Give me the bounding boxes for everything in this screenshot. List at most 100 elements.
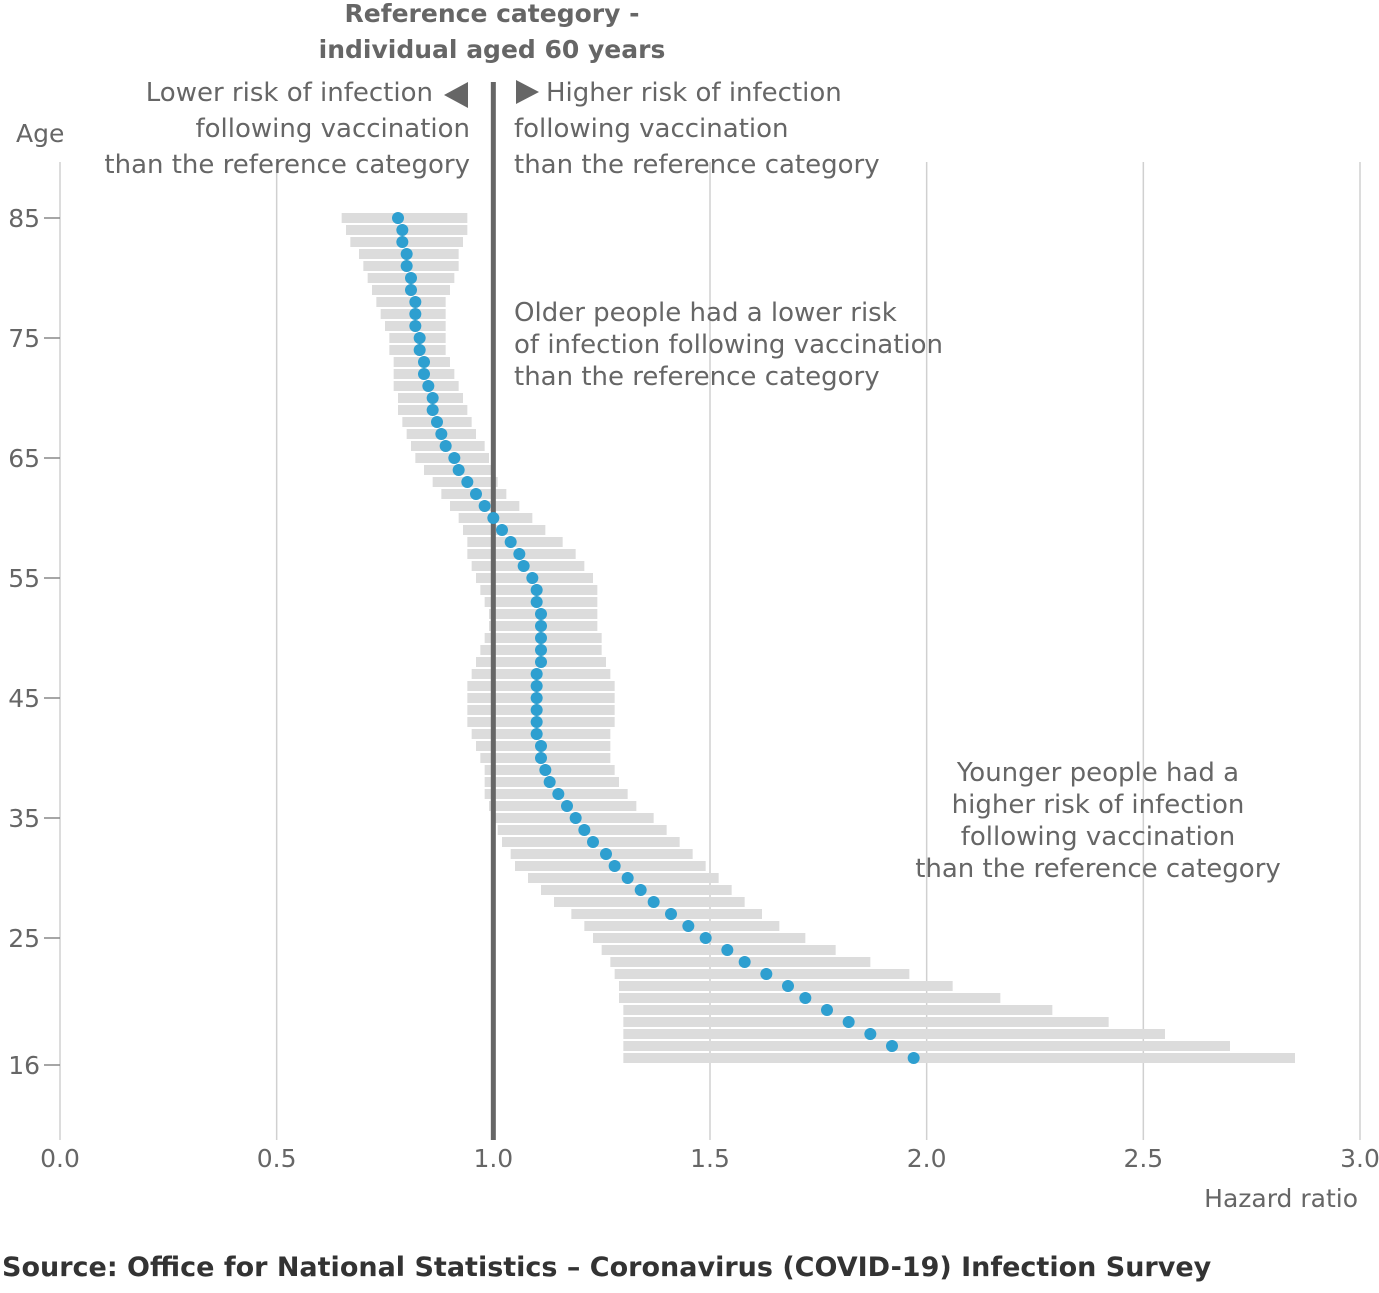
point-age-18 [842, 1016, 855, 1028]
reference-title-line2: individual aged 60 years [319, 35, 666, 64]
point-age-77 [409, 308, 422, 320]
lower-risk-label-line: Lower risk of infection [146, 78, 433, 108]
point-age-69 [426, 404, 439, 416]
x-tick-label: 2.5 [1123, 1144, 1163, 1173]
y-tick-label: 25 [8, 924, 40, 953]
point-age-74 [413, 344, 426, 356]
ci-bar-age-18 [623, 1017, 1109, 1027]
y-tick-label: 16 [8, 1051, 40, 1080]
ci-bar-age-15 [623, 1053, 1295, 1063]
older-annotation-line: of infection following vaccination [514, 330, 943, 360]
x-tick-label: 3.0 [1340, 1144, 1379, 1173]
y-tick-label: 45 [8, 684, 40, 713]
y-tick-label: 65 [8, 444, 40, 473]
point-age-17 [864, 1028, 877, 1040]
hazard-ratio-points [392, 212, 920, 1064]
point-age-37 [552, 788, 565, 800]
point-age-33 [587, 836, 599, 848]
point-age-19 [821, 1004, 833, 1016]
hazard-ratio-chart: 0.0 0.5 1.0 1.5 2.0 2.5 3.0 16 25 35 45 55 65 75 85 Age… [8, 0, 1379, 1213]
point-age-21 [782, 980, 794, 992]
source-note: Source: Office for National Statistics –… [2, 1252, 1212, 1283]
point-age-23 [738, 956, 751, 968]
point-age-24 [721, 944, 734, 956]
point-age-34 [578, 824, 591, 836]
point-age-63 [461, 476, 474, 488]
ci-bar-age-16 [623, 1041, 1230, 1051]
reference-title-line1: Reference category - [345, 0, 640, 28]
point-age-72 [418, 368, 430, 380]
point-age-82 [400, 248, 413, 260]
y-axis-title: Age [16, 119, 64, 148]
point-age-54 [530, 584, 543, 596]
ci-bar-age-17 [623, 1029, 1165, 1039]
point-age-44 [530, 704, 543, 716]
point-age-42 [530, 728, 543, 740]
point-age-78 [409, 296, 422, 308]
point-age-48 [535, 656, 547, 668]
point-age-22 [760, 968, 773, 980]
point-age-68 [431, 416, 443, 428]
x-axis-title: Hazard ratio [1204, 1184, 1358, 1213]
lower-risk-label-line: following vaccination [196, 114, 471, 144]
point-age-79 [405, 284, 417, 296]
point-age-75 [413, 332, 426, 344]
lower-risk-label-line: than the reference category [104, 150, 470, 180]
point-age-80 [405, 272, 417, 284]
x-tick-label: 2.0 [907, 1144, 947, 1173]
point-age-51 [535, 620, 547, 632]
point-age-41 [535, 740, 547, 752]
point-age-71 [422, 380, 435, 392]
y-tick-label: 35 [8, 804, 40, 833]
point-age-76 [409, 320, 422, 332]
point-age-47 [530, 668, 543, 680]
point-age-73 [418, 356, 430, 368]
y-tick-label: 85 [8, 204, 40, 233]
point-age-50 [535, 632, 547, 644]
point-age-38 [543, 776, 556, 788]
point-age-27 [665, 908, 677, 920]
x-tick-label: 1.5 [690, 1144, 730, 1173]
gridlines [59, 162, 1361, 1140]
y-tick-label: 55 [8, 564, 40, 593]
younger-annotation-line: following vaccination [961, 822, 1236, 852]
axes: 0.0 0.5 1.0 1.5 2.0 2.5 3.0 16 25 35 45 55 65 75 85 Age… [8, 119, 1379, 1213]
arrow-left-icon [444, 82, 468, 108]
point-age-39 [539, 764, 552, 776]
point-age-28 [647, 896, 660, 908]
point-age-40 [535, 752, 547, 764]
point-age-25 [699, 932, 712, 944]
point-age-64 [452, 464, 465, 476]
arrow-right-icon [516, 80, 539, 104]
point-age-36 [561, 800, 573, 812]
point-age-67 [435, 428, 448, 440]
annotations: Reference category - individual aged 60 y… [104, 0, 1280, 884]
point-age-65 [448, 452, 461, 464]
ci-bar-age-85 [341, 213, 468, 223]
point-age-43 [530, 716, 543, 728]
younger-annotation-line: Younger people had a [956, 758, 1239, 788]
point-age-55 [526, 572, 539, 584]
point-age-60 [487, 512, 500, 524]
point-age-52 [535, 608, 547, 620]
point-age-62 [470, 488, 482, 500]
point-age-70 [426, 392, 439, 404]
point-age-15 [907, 1052, 920, 1064]
ci-bar-age-24 [601, 945, 836, 955]
point-age-83 [396, 236, 409, 248]
point-age-53 [530, 596, 543, 608]
point-age-81 [400, 260, 413, 272]
point-age-20 [799, 992, 812, 1004]
x-tick-label: 0.5 [257, 1144, 297, 1173]
y-tick-label: 75 [8, 324, 40, 353]
higher-risk-label-line: Higher risk of infection [546, 78, 842, 108]
point-age-85 [392, 212, 404, 224]
point-age-58 [504, 536, 517, 548]
older-annotation-line: Older people had a lower risk [514, 298, 897, 328]
younger-annotation-line: higher risk of infection [952, 790, 1245, 820]
point-age-16 [886, 1040, 898, 1052]
point-age-30 [621, 872, 634, 884]
ci-bar-age-26 [584, 921, 780, 931]
younger-annotation-line: than the reference category [915, 854, 1281, 884]
point-age-49 [535, 644, 547, 656]
